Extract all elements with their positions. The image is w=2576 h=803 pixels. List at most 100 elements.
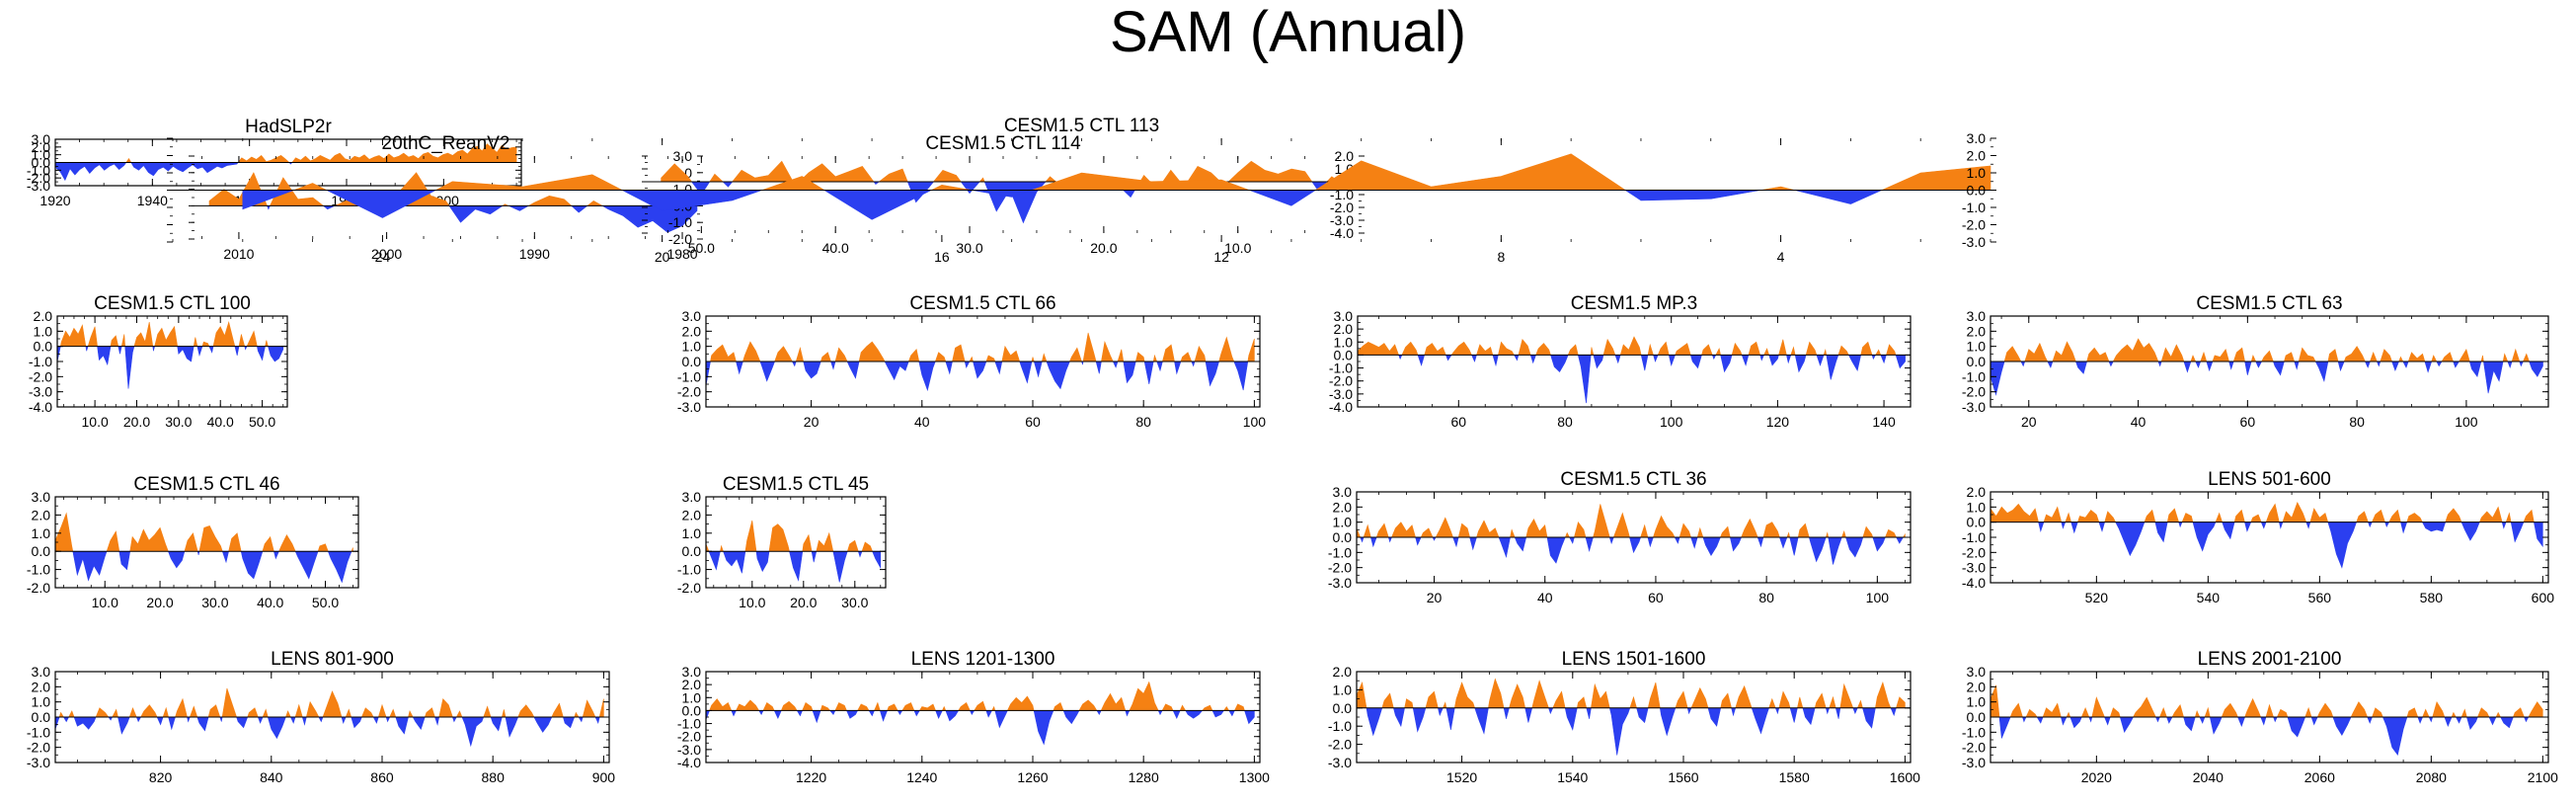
x-tick-label: 10.0: [739, 595, 765, 610]
negative-area-7-5: [1513, 355, 1520, 361]
y-tick-label: 3.0: [32, 664, 51, 680]
y-tick-label: -2.0: [677, 580, 701, 596]
y-tick-label: 1.0: [1967, 694, 1987, 710]
negative-area-11-26: [1896, 536, 1905, 544]
positive-area-12-14: [2356, 511, 2369, 522]
y-tick-label: 1.0: [32, 694, 51, 710]
negative-area-12-7: [2192, 522, 2217, 552]
panel-10: -2.0 -1.0 0.0 1.0 2.0 3.0 10.0 20.0 30.0 CESM1.5 …: [677, 474, 887, 610]
x-tick-label: 2080: [2416, 769, 2447, 785]
y-tick-label: -4.0: [1329, 399, 1353, 415]
positive-area-6-10: [969, 356, 974, 362]
x-tick-label: 2100: [2528, 769, 2558, 785]
negative-area-7-12: [1653, 355, 1659, 362]
positive-area-6-9: [952, 344, 966, 362]
panel-8: -3.0-2.0-1.00.01.02.03.0 20 40 60 80 100 CESM1…: [1962, 293, 2549, 430]
negative-area-14-2: [758, 710, 764, 716]
x-tick-label: 2010: [223, 246, 254, 262]
panel-12: -4.0-3.0-2.0-1.00.01.02.0 520 540 560 580 600…: [1962, 469, 2554, 605]
positive-area-14-1: [736, 699, 760, 711]
negative-area-12-2: [2070, 522, 2078, 534]
positive-area-7-7: [1535, 343, 1551, 356]
y-tick-label: 2.0: [1967, 323, 1987, 339]
positive-area-5-8: [212, 320, 236, 347]
positive-area-11-13: [1612, 512, 1630, 538]
positive-area-7-0: [1357, 341, 1400, 356]
positive-area-5-2: [110, 335, 119, 347]
positive-area-11-23: [1825, 531, 1830, 538]
positive-area-2-1: [527, 195, 573, 206]
positive-area-12-1: [2043, 506, 2063, 522]
y-tick-label: 0.0: [1967, 515, 1987, 530]
panel-7: -4.0-3.0-2.0-1.00.01.02.03.0 60 80 100 120 14…: [1329, 293, 1912, 430]
positive-area-6-0: [710, 344, 737, 362]
negative-area-4-0: [1794, 190, 1883, 204]
negative-area-7-3: [1471, 355, 1477, 362]
positive-area-6-12: [1001, 345, 1021, 362]
x-tick-label: 100: [1243, 414, 1267, 430]
negative-area-13-11: [236, 716, 249, 729]
x-tick-label: 20: [2021, 414, 2037, 430]
positive-area-5-10: [246, 330, 258, 347]
positive-area-13-16: [322, 690, 343, 718]
x-tick-label: 30.0: [956, 240, 982, 256]
positive-area-3-14: [709, 173, 724, 183]
positive-area-6-23: [1194, 345, 1207, 362]
negative-area-14-11: [913, 710, 920, 717]
negative-area-12-3: [2098, 522, 2105, 532]
negative-area-9-5: [240, 550, 264, 580]
negative-area-5-3: [117, 346, 122, 355]
y-tick-label: 2.0: [32, 139, 51, 155]
negative-area-13-16: [318, 716, 324, 723]
positive-area-11-15: [1652, 515, 1676, 538]
positive-area-9-7: [278, 533, 296, 552]
negative-area-13-17: [341, 716, 347, 725]
negative-area-12-8: [2222, 522, 2235, 540]
negative-area-8-8: [2206, 361, 2214, 372]
negative-area-14-22: [1172, 710, 1181, 720]
negative-area-14-9: [879, 710, 889, 722]
y-tick-label: 1.0: [1334, 334, 1354, 350]
negative-area-16-13: [2237, 716, 2246, 728]
negative-area-16-15: [2273, 716, 2278, 723]
negative-area-6-25: [1233, 361, 1249, 391]
negative-area-6-8: [918, 361, 936, 392]
negative-area-8-16: [2364, 361, 2371, 368]
positive-area-12-6: [2166, 508, 2180, 522]
negative-area-12-1: [2061, 522, 2067, 529]
negative-area-15-1: [1393, 707, 1405, 728]
positive-area-16-25: [2460, 708, 2467, 718]
negative-area-6-6: [846, 361, 860, 379]
negative-area-3-9: [960, 181, 980, 195]
negative-area-15-17: [1751, 707, 1770, 735]
positive-area-7-16: [1715, 348, 1721, 356]
x-tick-label: 10.0: [82, 414, 109, 430]
negative-area-9-2: [167, 550, 186, 569]
positive-area-12-12: [2282, 501, 2307, 522]
y-tick-label: -2.0: [29, 368, 52, 384]
y-tick-label: -2.0: [1962, 217, 1986, 233]
y-tick-label: -2.0: [1328, 560, 1352, 576]
panel-title: CESM1.5 CTL 113: [1004, 116, 1159, 136]
negative-area-6-0: [705, 361, 711, 386]
y-tick-label: 0.0: [1333, 700, 1353, 716]
positive-area-11-12: [1593, 504, 1610, 538]
positive-area-15-20: [1797, 696, 1804, 709]
negative-area-12-0: [2038, 522, 2045, 532]
positive-area-7-10: [1602, 338, 1616, 356]
negative-area-8-9: [2228, 361, 2234, 370]
panel-title: CESM1.5 CTL 100: [94, 293, 251, 314]
y-tick-label: 0.0: [682, 702, 702, 718]
negative-area-10-7: [872, 550, 882, 569]
positive-area-9-2: [129, 526, 169, 552]
positive-area-13-31: [598, 698, 604, 718]
positive-area-6-18: [1117, 349, 1125, 362]
negative-area-10-1: [723, 550, 746, 574]
positive-area-7-27: [1885, 344, 1897, 356]
negative-area-7-17: [1741, 355, 1750, 366]
negative-area-15-3: [1438, 707, 1444, 717]
positive-area-9-9: [351, 547, 353, 552]
negative-area-8-20: [2424, 361, 2433, 373]
panel-title: LENS 501-600: [2208, 469, 2331, 490]
y-tick-label: -3.0: [29, 384, 52, 400]
